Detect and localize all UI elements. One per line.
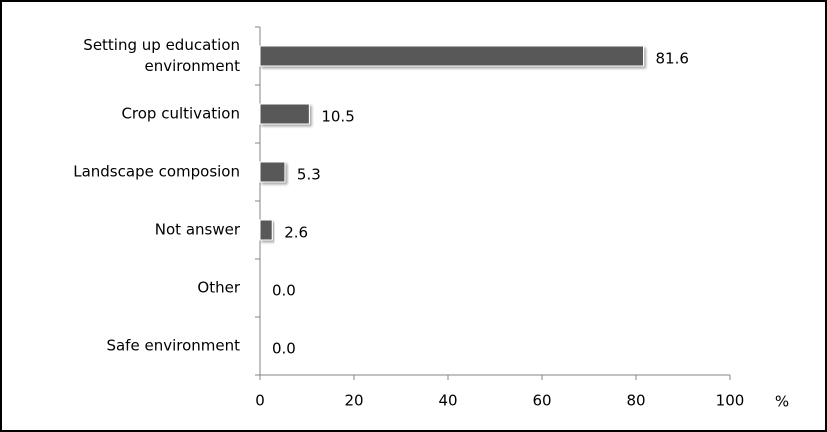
x-tick-label: 0 — [255, 392, 265, 410]
x-tick-label: 80 — [626, 392, 645, 410]
x-tick-label: 20 — [344, 392, 363, 410]
y-tick-label: Setting up education environment — [83, 36, 240, 75]
y-tick-label: Not answer — [154, 220, 240, 239]
bar — [259, 219, 273, 241]
bar — [259, 45, 645, 67]
x-axis-label: % — [775, 393, 789, 411]
bar — [259, 161, 286, 183]
y-tick-label: Safe environment — [106, 336, 240, 355]
y-tick-label: Other — [197, 278, 240, 297]
value-label: 5.3 — [297, 166, 321, 184]
value-label: 2.6 — [284, 224, 308, 242]
bar — [259, 103, 310, 125]
value-label: 0.0 — [272, 282, 296, 300]
value-label: 0.0 — [272, 340, 296, 358]
value-label: 81.6 — [656, 50, 689, 68]
value-label: 10.5 — [321, 108, 354, 126]
x-tick-label: 100 — [716, 392, 745, 410]
y-tick-label: Crop cultivation — [121, 104, 240, 123]
y-tick-label: Landscape composion — [73, 162, 240, 181]
x-tick-label: 40 — [438, 392, 457, 410]
x-tick-label: 60 — [532, 392, 551, 410]
